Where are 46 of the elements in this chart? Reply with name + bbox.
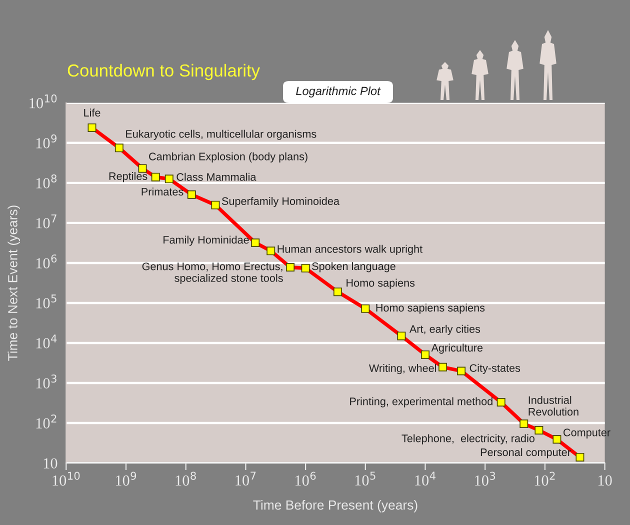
- x-tick-label: 10$^{4}$: [415, 472, 436, 486]
- annotation: Family Hominidae: [164, 236, 249, 246]
- annotation: City-states: [470, 364, 520, 374]
- y-tick-label: 10$^{10}$: [30, 94, 57, 108]
- annotation: Human ancestors walk upright: [278, 244, 422, 255]
- annotation: Writing, wheel: [368, 364, 436, 374]
- x-tick-label: 10$^{3}$: [475, 472, 496, 486]
- y-tick-label: 10$^{7}$: [36, 214, 56, 228]
- annotation: Genus Homo, Homo Erectus, specialized stone tools: [142, 262, 283, 284]
- x-tick-label: 10$^{5}$: [355, 472, 376, 486]
- y-tick-label: 10$^{5}$: [36, 294, 56, 308]
- y-tick-label: 10$^{6}$: [36, 254, 57, 268]
- y-tick-label: 10: [44, 458, 58, 468]
- x-tick-label: 10: [598, 475, 612, 486]
- annotation: Primates: [142, 188, 184, 196]
- annotation: Personal computer: [480, 448, 571, 458]
- y-tick-label: 10$^{2}$: [36, 414, 56, 428]
- annotation: Telephone, electricity, radio: [402, 434, 534, 444]
- annotation: Life: [84, 108, 100, 117]
- annotation: Cambrian Explosion (body plans): [149, 152, 308, 162]
- x-tick-label: 10$^{9}$: [116, 472, 136, 486]
- chart-title: Countdown to Singularity: [68, 64, 260, 80]
- y-tick-label: 10$^{3}$: [36, 374, 56, 388]
- x-axis-title: Time Before Present (years): [253, 500, 418, 512]
- chart-subtitle: Logarithmic Plot: [296, 86, 381, 98]
- x-tick-label: 10$^{10}$: [52, 472, 80, 486]
- annotation: Industrial Revolution: [528, 396, 578, 416]
- x-tick-label: 10$^{8}$: [176, 472, 196, 486]
- annotation: Superfamily Hominoidea: [222, 197, 340, 208]
- annotation: Reptiles: [109, 172, 148, 182]
- annotation: Class Mammalia: [176, 172, 256, 181]
- y-tick-label: 10$^{8}$: [36, 174, 57, 188]
- annotation: Printing, experimental method: [350, 397, 492, 408]
- y-axis-title: Time to Next Event (years): [8, 206, 20, 361]
- annotation: Homo sapiens sapiens: [376, 304, 485, 314]
- x-tick-label: 10$^{6}$: [296, 472, 316, 486]
- annotation: Computer: [564, 428, 610, 438]
- annotation: Spoken language: [312, 262, 396, 272]
- annotation: Agriculture: [431, 344, 483, 354]
- y-tick-label: 10$^{9}$: [36, 134, 57, 148]
- y-tick-label: 10$^{4}$: [36, 334, 57, 348]
- annotation: Eukaryotic cells, multicellular organisms: [126, 130, 316, 140]
- annotation: Homo sapiens: [346, 278, 415, 289]
- x-tick-label: 10$^{7}$: [236, 472, 256, 486]
- annotation: Art, early cities: [409, 324, 480, 336]
- x-tick-label: 10$^{2}$: [534, 472, 555, 486]
